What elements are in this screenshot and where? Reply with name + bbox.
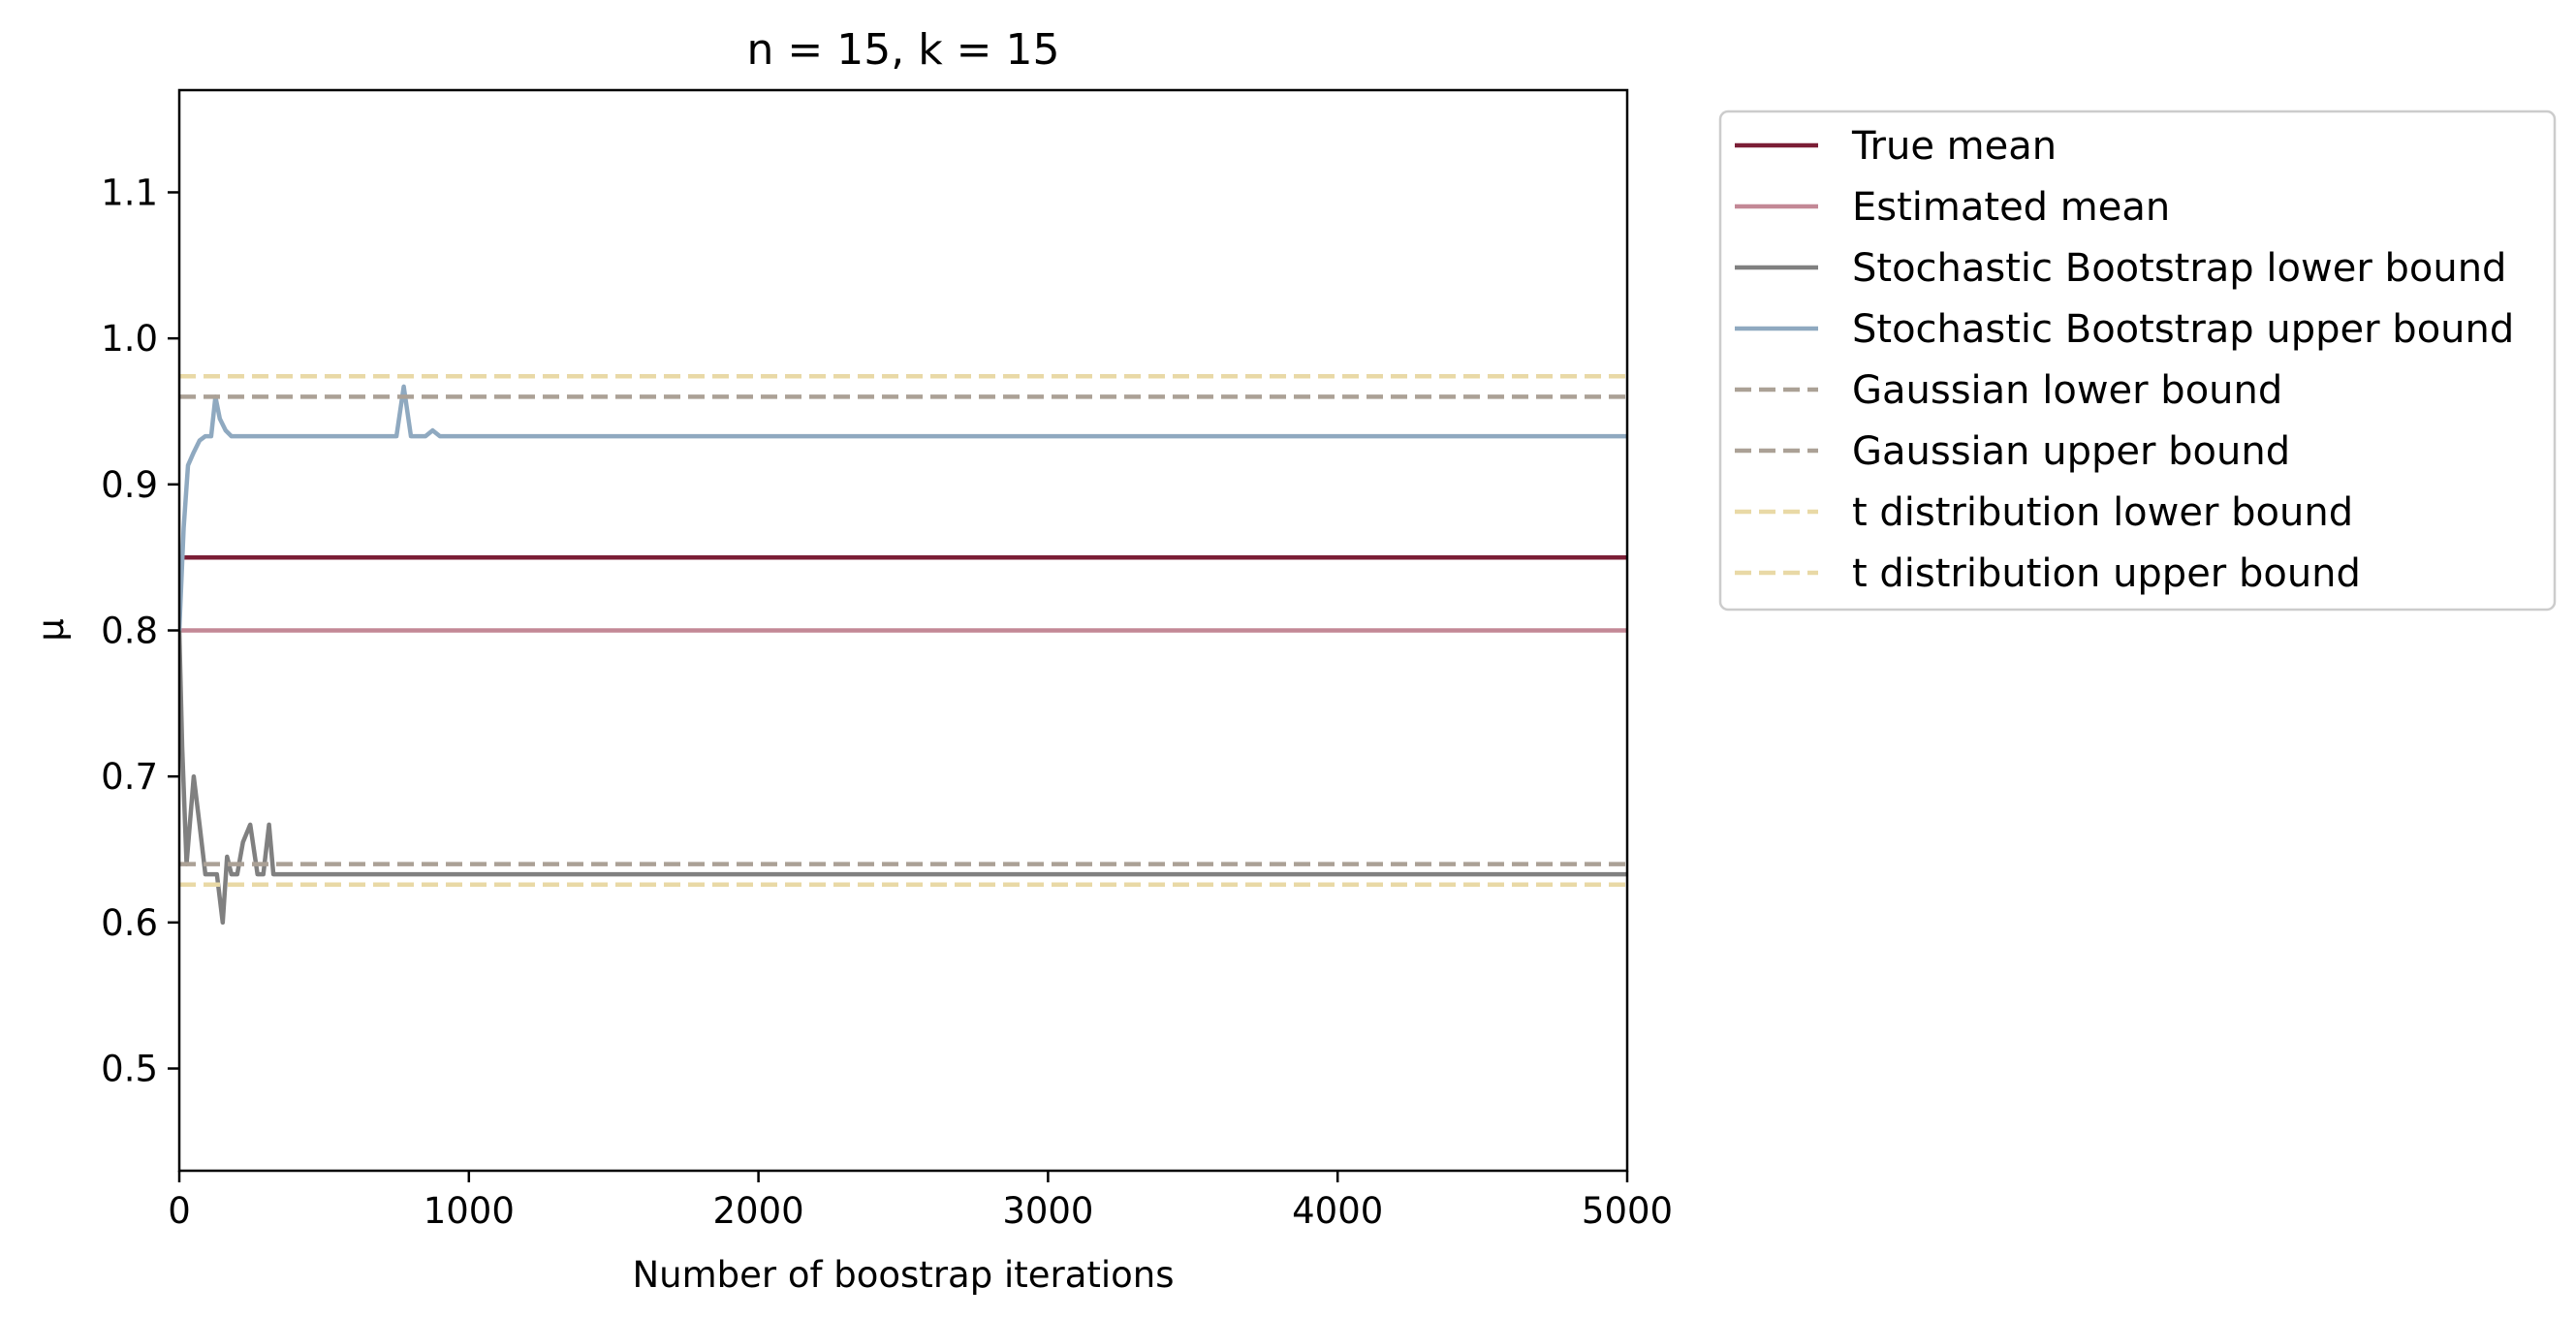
legend-label-stochastic-bootstrap-lower-bound: Stochastic Bootstrap lower bound (1852, 246, 2506, 291)
legend-label-gaussian-lower-bound: Gaussian lower bound (1852, 368, 2282, 413)
x-tick-label: 5000 (1582, 1190, 1673, 1232)
chart-title: n = 15, k = 15 (747, 25, 1060, 75)
x-axis-title: Number of boostrap iterations (632, 1254, 1174, 1296)
y-tick-label: 1.0 (101, 318, 158, 360)
x-tick-label: 0 (168, 1190, 191, 1232)
legend-label-t-distribution-lower-bound: t distribution lower bound (1852, 490, 2353, 535)
y-tick-label: 1.1 (101, 172, 158, 213)
y-axis: 0.5 0.6 0.7 0.8 0.9 1.0 1.1 (101, 172, 179, 1090)
x-axis: 0 1000 2000 3000 4000 5000 (168, 1171, 1673, 1232)
y-tick-label: 0.8 (101, 611, 158, 652)
x-tick-label: 3000 (1002, 1190, 1093, 1232)
legend-label-estimated-mean: Estimated mean (1852, 185, 2170, 230)
legend-items: True mean Estimated mean Stochastic Bootst… (1735, 124, 2514, 596)
series-line-stochastic-bootstrap-upper-bound (179, 384, 1627, 631)
legend: True mean Estimated mean Stochastic Bootst… (1718, 110, 2557, 612)
plot-area (177, 88, 1629, 1173)
y-tick-label: 0.5 (101, 1049, 158, 1090)
legend-label-t-distribution-upper-bound: t distribution upper bound (1852, 551, 2361, 596)
x-tick-label: 1000 (424, 1190, 515, 1232)
legend-label-stochastic-bootstrap-upper-bound: Stochastic Bootstrap upper bound (1852, 307, 2514, 352)
y-tick-label: 0.6 (101, 902, 158, 944)
series-line-stochastic-bootstrap-lower-bound (179, 630, 1627, 926)
x-tick-label: 4000 (1292, 1190, 1383, 1232)
x-tick-label: 2000 (713, 1190, 804, 1232)
y-tick-label: 0.7 (101, 756, 158, 798)
legend-label-gaussian-upper-bound: Gaussian upper bound (1852, 429, 2290, 474)
y-axis-title: μ (30, 618, 72, 642)
legend-label-true-mean: True mean (1851, 124, 2057, 169)
series-layer (179, 374, 1627, 926)
legend-frame (1718, 110, 2557, 612)
y-tick-label: 0.9 (101, 464, 158, 506)
